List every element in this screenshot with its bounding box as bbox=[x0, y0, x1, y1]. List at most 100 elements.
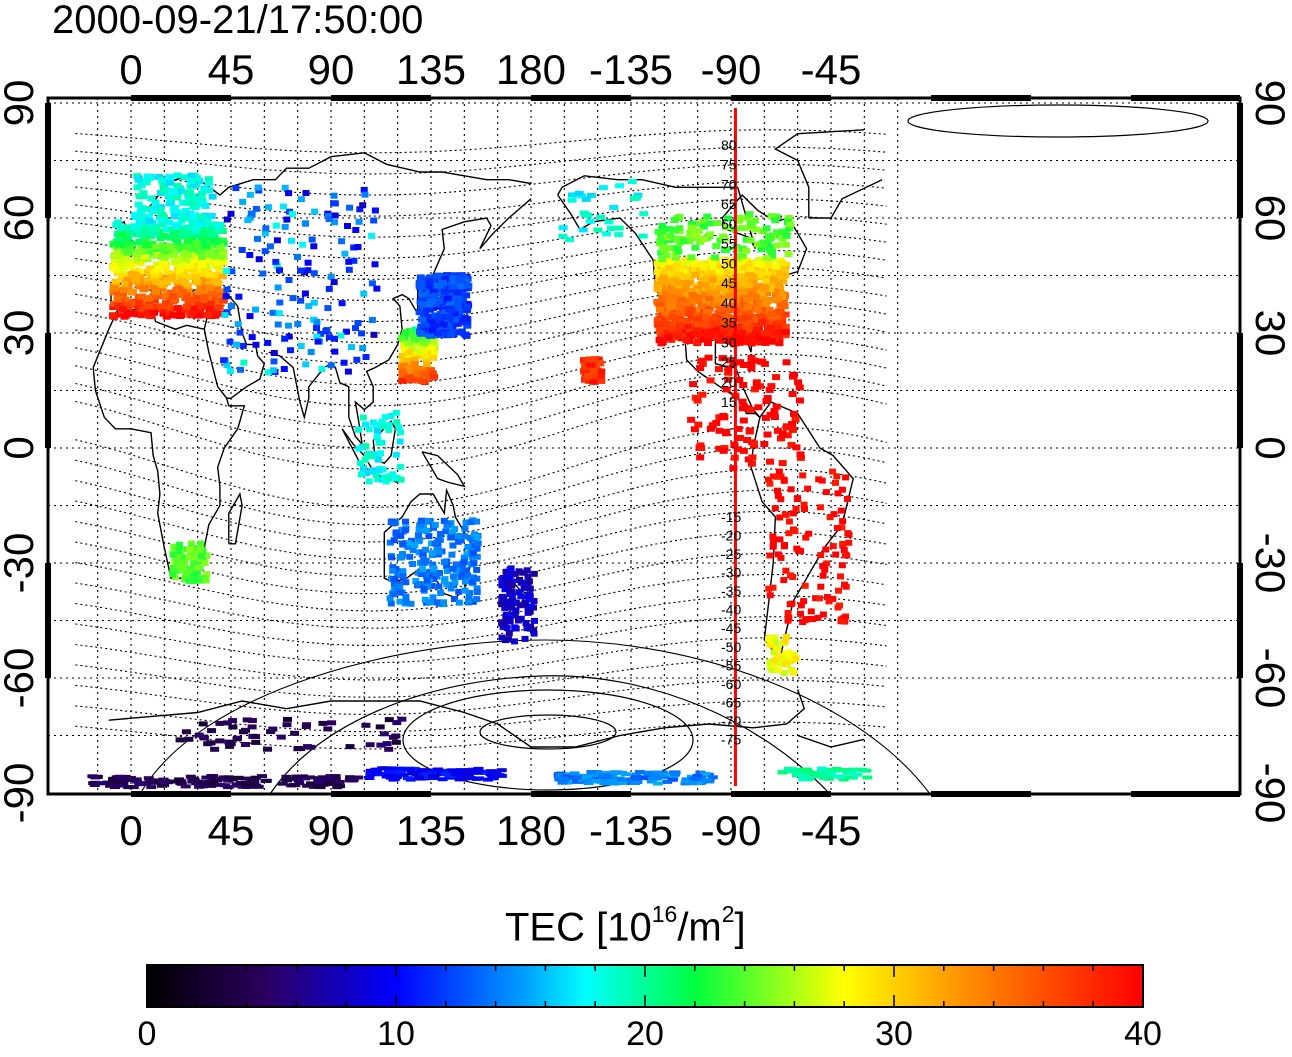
tec-cell bbox=[152, 278, 161, 285]
tec-cell bbox=[778, 430, 787, 437]
tec-cell bbox=[666, 277, 675, 284]
tec-cell bbox=[830, 511, 838, 518]
tec-cell bbox=[426, 344, 434, 351]
tec-cell bbox=[370, 768, 381, 773]
tec-cell bbox=[299, 241, 307, 248]
tec-cell bbox=[223, 362, 231, 369]
tec-cell bbox=[788, 391, 797, 397]
tec-cell bbox=[773, 473, 781, 480]
tec-cell bbox=[301, 724, 311, 729]
tec-cell bbox=[158, 285, 167, 292]
tec-cell bbox=[308, 236, 316, 243]
tec-cell bbox=[370, 331, 378, 338]
tec-cell bbox=[144, 214, 153, 220]
tec-cell bbox=[253, 784, 264, 789]
tec-cell bbox=[687, 235, 696, 242]
tec-cell bbox=[756, 335, 765, 342]
tec-cell bbox=[699, 223, 708, 230]
tec-cell bbox=[661, 329, 670, 336]
tec-cell bbox=[784, 251, 793, 257]
tec-cell bbox=[300, 776, 310, 781]
tec-cell bbox=[776, 514, 784, 521]
top-lon-label: -135 bbox=[589, 46, 673, 93]
mlat-contour bbox=[75, 679, 887, 715]
tec-cell bbox=[580, 357, 589, 363]
tec-cell bbox=[420, 340, 429, 347]
tec-cell bbox=[211, 271, 220, 278]
tec-cell bbox=[662, 290, 671, 297]
tec-cell bbox=[242, 717, 252, 723]
tec-cell bbox=[449, 529, 457, 536]
tec-cell bbox=[772, 213, 781, 220]
tec-cell bbox=[413, 775, 424, 780]
tec-cell bbox=[201, 298, 210, 305]
tec-cell bbox=[254, 235, 261, 242]
tec-cell bbox=[801, 582, 809, 589]
tec-cell bbox=[175, 548, 183, 555]
tec-cell bbox=[313, 777, 324, 782]
tec-cell bbox=[139, 232, 148, 239]
tec-cell bbox=[176, 781, 187, 786]
tec-cell bbox=[359, 414, 367, 421]
tec-cell bbox=[285, 190, 293, 197]
tec-cell bbox=[415, 532, 422, 539]
tec-cell bbox=[193, 293, 202, 300]
tec-cell bbox=[206, 225, 215, 232]
tec-cell bbox=[459, 776, 470, 781]
tec-cell bbox=[674, 248, 683, 255]
tec-cell bbox=[661, 261, 670, 268]
tec-cell bbox=[173, 172, 182, 179]
tec-cell bbox=[269, 367, 277, 374]
tec-cell bbox=[733, 290, 742, 297]
tec-cell bbox=[180, 784, 191, 789]
tec-cell bbox=[473, 518, 481, 525]
tec-cell bbox=[157, 303, 166, 310]
tec-cell bbox=[665, 264, 673, 271]
tec-cell bbox=[770, 414, 779, 420]
tec-cell bbox=[612, 770, 622, 775]
tec-cell bbox=[125, 775, 136, 780]
tec-cell bbox=[761, 330, 770, 337]
tec-cell bbox=[407, 345, 416, 352]
tec-cell bbox=[304, 267, 312, 274]
tec-cell bbox=[123, 276, 132, 283]
tec-cell bbox=[398, 353, 407, 359]
tec-cell bbox=[465, 776, 476, 780]
tec-cell bbox=[379, 731, 389, 737]
tec-cell bbox=[397, 532, 405, 539]
contour-labels: 8075706560555045403530252015-15-20-25-30… bbox=[721, 137, 741, 748]
tec-cell bbox=[787, 441, 796, 448]
tec-cell bbox=[584, 372, 593, 379]
tec-cell bbox=[604, 219, 614, 225]
tec-cell bbox=[681, 259, 690, 266]
tec-cell bbox=[797, 602, 805, 609]
tec-cell bbox=[294, 253, 301, 260]
tec-cell bbox=[656, 238, 665, 245]
tec-cell bbox=[745, 211, 754, 217]
tec-cell bbox=[761, 277, 770, 284]
tec-cell bbox=[190, 256, 199, 263]
tec-cell bbox=[425, 332, 434, 339]
tec-cell bbox=[170, 779, 181, 784]
tec-cell bbox=[452, 293, 461, 300]
tec-cell bbox=[297, 196, 305, 203]
tec-cell bbox=[305, 303, 313, 310]
tec-cell bbox=[368, 280, 376, 287]
tec-cell bbox=[696, 454, 705, 461]
tec-cell bbox=[270, 358, 278, 365]
tec-cell bbox=[687, 416, 696, 423]
tec-cell bbox=[765, 585, 773, 592]
tec-cell bbox=[281, 774, 292, 779]
tec-cell bbox=[137, 182, 146, 189]
right-lat-label: -90 bbox=[1247, 763, 1292, 824]
tec-cell bbox=[203, 217, 212, 224]
tec-cell bbox=[838, 777, 849, 782]
tec-cell bbox=[207, 291, 216, 297]
tec-cell bbox=[283, 216, 291, 223]
tec-cell bbox=[397, 716, 407, 722]
tec-cell bbox=[774, 323, 783, 330]
tec-cell bbox=[302, 783, 313, 788]
tec-cell bbox=[673, 284, 682, 291]
tec-cell bbox=[239, 729, 248, 735]
tec-cell bbox=[449, 772, 460, 777]
